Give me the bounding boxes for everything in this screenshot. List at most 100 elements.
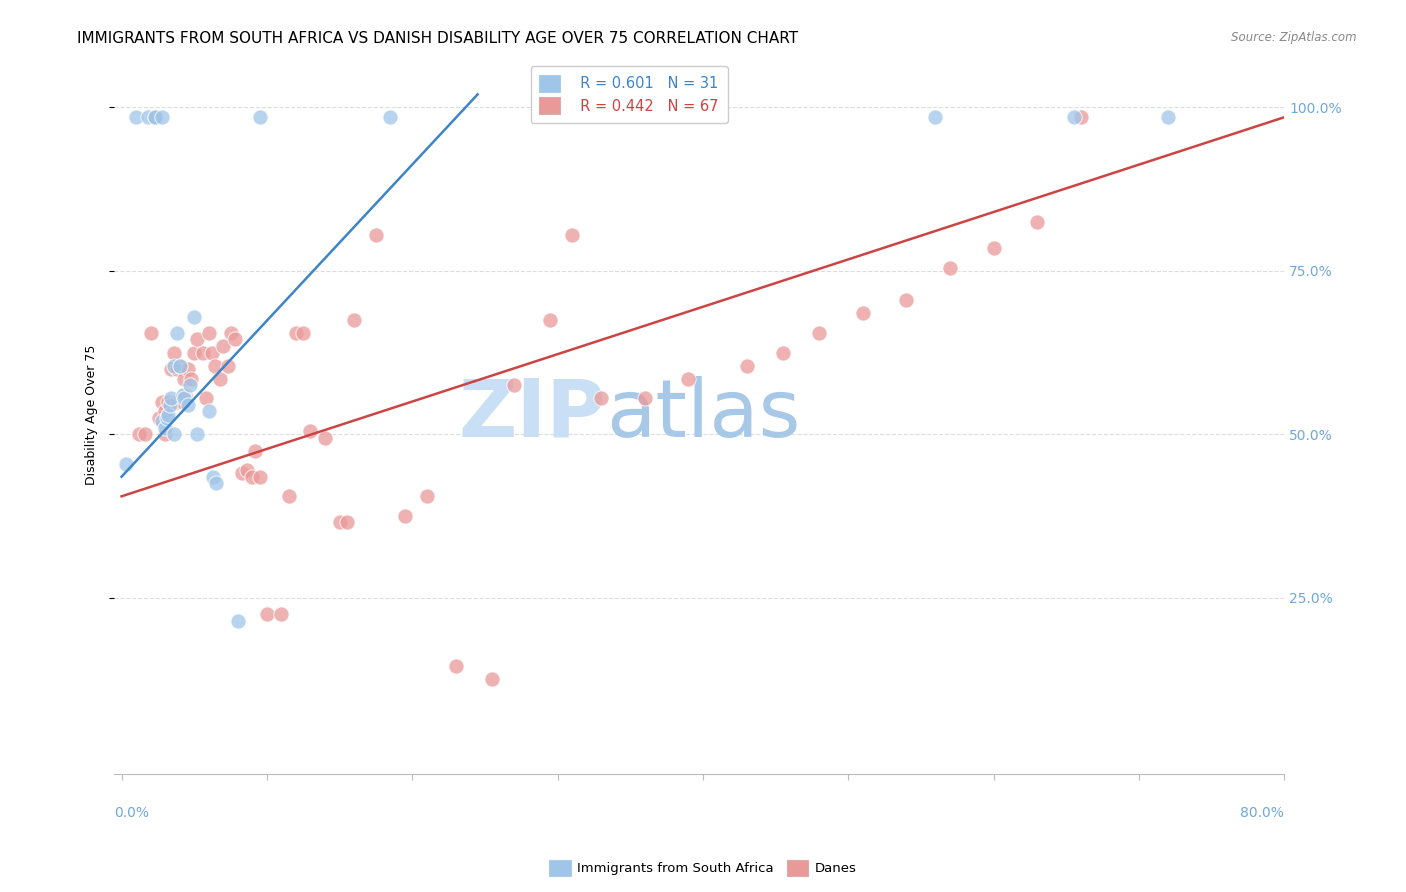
Point xyxy=(314,430,336,444)
Point xyxy=(183,345,205,359)
Point xyxy=(292,326,315,340)
Point xyxy=(772,345,794,359)
Point xyxy=(157,394,180,409)
Point xyxy=(808,326,831,340)
Point xyxy=(939,260,962,275)
Point xyxy=(329,516,352,530)
Point xyxy=(153,404,176,418)
Point xyxy=(134,427,156,442)
Point xyxy=(219,326,242,340)
Point xyxy=(128,427,150,442)
Point xyxy=(163,427,186,442)
Point xyxy=(538,313,561,327)
Point xyxy=(177,362,200,376)
Point xyxy=(444,659,467,673)
Point xyxy=(186,427,208,442)
Point xyxy=(169,359,191,373)
Point xyxy=(166,394,188,409)
Y-axis label: Disability Age Over 75: Disability Age Over 75 xyxy=(86,344,98,485)
Point xyxy=(416,489,439,503)
Point xyxy=(212,339,235,353)
Point xyxy=(174,388,197,402)
Legend:   R = 0.601   N = 31,   R = 0.442   N = 67: R = 0.601 N = 31, R = 0.442 N = 67 xyxy=(530,66,728,123)
Point xyxy=(159,398,181,412)
Point xyxy=(155,410,177,425)
Point xyxy=(153,420,176,434)
Point xyxy=(145,110,167,124)
Point xyxy=(380,110,402,124)
Point xyxy=(139,326,162,340)
Point xyxy=(299,424,322,438)
Point xyxy=(284,326,307,340)
Point xyxy=(256,607,278,621)
Point xyxy=(224,333,246,347)
Point xyxy=(735,359,758,373)
Point xyxy=(125,110,148,124)
Point xyxy=(194,392,217,406)
Point xyxy=(591,392,613,406)
Point xyxy=(343,313,366,327)
Point xyxy=(231,467,253,481)
Text: 0.0%: 0.0% xyxy=(114,806,149,821)
Point xyxy=(1026,215,1049,229)
Point xyxy=(180,372,202,386)
Point xyxy=(364,227,387,242)
Point xyxy=(634,392,657,406)
Point xyxy=(160,362,183,376)
Point xyxy=(202,469,225,483)
Point xyxy=(394,508,416,523)
Point xyxy=(143,110,166,124)
Point xyxy=(150,414,173,428)
Point xyxy=(163,359,186,373)
Point xyxy=(561,227,583,242)
Point xyxy=(205,476,228,491)
Point xyxy=(1070,110,1092,124)
Point xyxy=(240,469,263,483)
Point xyxy=(235,463,257,477)
Point xyxy=(143,110,166,124)
Point xyxy=(115,457,138,471)
Point xyxy=(136,110,159,124)
Point xyxy=(245,443,267,458)
Point xyxy=(179,378,201,392)
Point xyxy=(852,306,875,320)
Point xyxy=(142,110,165,124)
Point xyxy=(217,359,239,373)
Point xyxy=(249,469,271,483)
Point xyxy=(503,378,526,392)
Point xyxy=(163,345,186,359)
Point xyxy=(924,110,946,124)
Point xyxy=(1063,110,1085,124)
Point xyxy=(678,372,700,386)
Point xyxy=(197,404,219,418)
Point xyxy=(983,241,1005,255)
Point xyxy=(1157,110,1180,124)
Point xyxy=(177,398,200,412)
Point xyxy=(249,110,271,124)
Point xyxy=(209,372,232,386)
Point xyxy=(172,394,194,409)
Point xyxy=(481,673,503,687)
Point xyxy=(197,326,219,340)
Point xyxy=(201,345,224,359)
Text: Source: ZipAtlas.com: Source: ZipAtlas.com xyxy=(1232,31,1357,45)
Point xyxy=(191,345,214,359)
Point xyxy=(173,372,195,386)
Point xyxy=(169,359,191,373)
Point xyxy=(166,326,188,340)
Point xyxy=(183,310,205,324)
Text: atlas: atlas xyxy=(606,376,800,454)
Point xyxy=(166,362,188,376)
Point xyxy=(204,359,226,373)
Point xyxy=(896,293,918,308)
Point xyxy=(160,392,183,406)
Point xyxy=(173,392,195,406)
Point xyxy=(150,394,173,409)
Text: 80.0%: 80.0% xyxy=(1240,806,1284,821)
Text: ZIP: ZIP xyxy=(458,376,606,454)
Point xyxy=(186,333,208,347)
Point xyxy=(153,427,176,442)
Legend: Immigrants from South Africa, Danes: Immigrants from South Africa, Danes xyxy=(544,855,862,881)
Text: IMMIGRANTS FROM SOUTH AFRICA VS DANISH DISABILITY AGE OVER 75 CORRELATION CHART: IMMIGRANTS FROM SOUTH AFRICA VS DANISH D… xyxy=(77,31,799,46)
Point xyxy=(277,489,299,503)
